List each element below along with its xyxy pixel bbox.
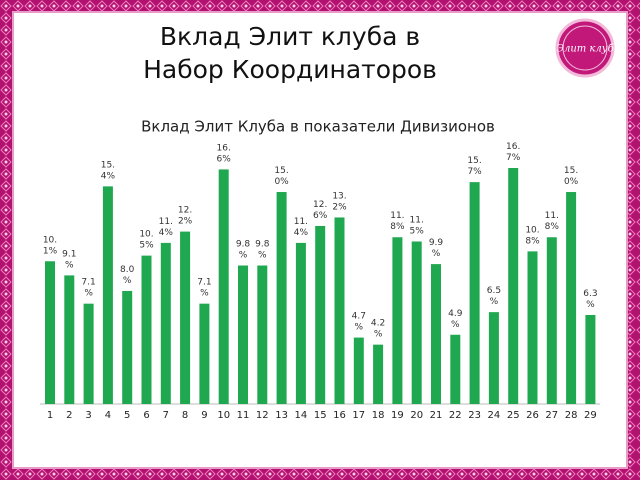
value-label: 9.9% xyxy=(429,238,444,259)
value-label: 7.1% xyxy=(197,277,211,298)
x-tick-label: 13 xyxy=(275,410,288,421)
value-label: 15. 4% xyxy=(101,160,116,181)
value-label: 4.7% xyxy=(352,311,366,332)
x-tick-label: 5 xyxy=(124,410,130,421)
x-tick-label: 12 xyxy=(256,410,269,421)
value-label: 10. 1% xyxy=(43,235,58,256)
slide-title-line: Набор Координаторов xyxy=(143,55,437,84)
bar xyxy=(488,312,499,404)
x-tick-label: 29 xyxy=(584,410,597,421)
bar xyxy=(238,265,248,404)
value-label: 6.3% xyxy=(583,288,597,309)
value-label: 15. 0% xyxy=(564,166,579,187)
value-label: 15. 0% xyxy=(274,166,289,187)
logo-ring xyxy=(562,25,608,71)
bar xyxy=(276,192,287,404)
x-tick-label: 17 xyxy=(352,410,365,421)
value-label: 11. 8% xyxy=(390,211,405,232)
value-label: 16. 6% xyxy=(217,143,232,164)
x-tick-label: 2 xyxy=(66,410,72,421)
bar xyxy=(64,275,75,404)
bar xyxy=(295,242,306,404)
x-tick-label: 14 xyxy=(295,410,308,421)
value-label: 10. 5% xyxy=(139,229,154,250)
bar xyxy=(218,169,229,404)
x-tick-label: 21 xyxy=(430,410,443,421)
x-tick-label: 26 xyxy=(526,410,539,421)
bar xyxy=(141,255,152,404)
value-label: 11. 8% xyxy=(545,211,560,232)
x-tick-label: 16 xyxy=(333,410,346,421)
x-tick-label: 23 xyxy=(468,410,481,421)
value-label: 10. 8% xyxy=(525,225,540,246)
bar xyxy=(102,186,113,404)
chart-title: Вклад Элит Клуба в показатели Дивизионов xyxy=(141,118,495,136)
value-label: 16. 7% xyxy=(506,142,521,163)
value-label: 11. 5% xyxy=(410,215,425,236)
value-label: 9.8% xyxy=(236,239,251,260)
bar xyxy=(45,261,55,404)
value-label: 6.5% xyxy=(487,286,501,307)
bar xyxy=(334,217,345,404)
value-label: 11. 4% xyxy=(294,216,309,237)
value-label: 4.2% xyxy=(371,318,385,339)
bar xyxy=(527,251,538,404)
x-tick-label: 20 xyxy=(410,410,423,421)
value-label: 12. 2% xyxy=(178,205,193,226)
bar xyxy=(315,225,326,404)
bar xyxy=(469,182,480,404)
bar xyxy=(508,168,519,404)
x-tick-label: 9 xyxy=(201,410,207,421)
bar xyxy=(122,290,133,404)
bar xyxy=(160,242,171,404)
logo-badge xyxy=(555,18,615,78)
value-label: 15. 7% xyxy=(467,156,482,177)
value-label: 9.1% xyxy=(62,249,76,270)
bar xyxy=(373,344,384,404)
value-label: 4.9% xyxy=(448,308,463,329)
x-tick-label: 6 xyxy=(143,410,149,421)
bar xyxy=(546,237,557,404)
x-tick-label: 24 xyxy=(488,410,501,421)
bar xyxy=(585,314,596,404)
bar xyxy=(450,334,461,404)
bar xyxy=(83,303,94,404)
bar xyxy=(411,241,422,404)
value-label: 9.8% xyxy=(255,239,270,260)
bar xyxy=(392,237,403,404)
x-tick-label: 22 xyxy=(449,410,462,421)
bar xyxy=(431,264,441,404)
x-tick-label: 1 xyxy=(47,410,53,421)
value-label: 7.1% xyxy=(81,277,95,298)
x-tick-label: 25 xyxy=(507,410,520,421)
x-tick-label: 4 xyxy=(105,410,111,421)
x-tick-label: 10 xyxy=(217,410,230,421)
x-tick-label: 28 xyxy=(565,410,578,421)
value-label: 11. 4% xyxy=(159,216,174,237)
x-tick-label: 19 xyxy=(391,410,404,421)
value-label: 13. 2% xyxy=(332,191,347,212)
slide-title-line: Вклад Элит клуба в xyxy=(160,22,420,51)
bar xyxy=(566,192,577,404)
bar xyxy=(199,303,210,404)
x-tick-label: 8 xyxy=(182,410,188,421)
value-label: 12. 6% xyxy=(313,199,328,220)
bar xyxy=(257,265,268,404)
x-tick-label: 18 xyxy=(372,410,385,421)
x-tick-label: 3 xyxy=(85,410,91,421)
value-label: 8.0% xyxy=(120,264,135,285)
bar xyxy=(180,231,191,404)
x-tick-label: 7 xyxy=(163,410,169,421)
x-tick-label: 11 xyxy=(237,410,250,421)
x-tick-label: 15 xyxy=(314,410,327,421)
logo-text: Элит клуб xyxy=(556,44,614,55)
x-tick-label: 27 xyxy=(545,410,558,421)
bar xyxy=(353,337,364,404)
